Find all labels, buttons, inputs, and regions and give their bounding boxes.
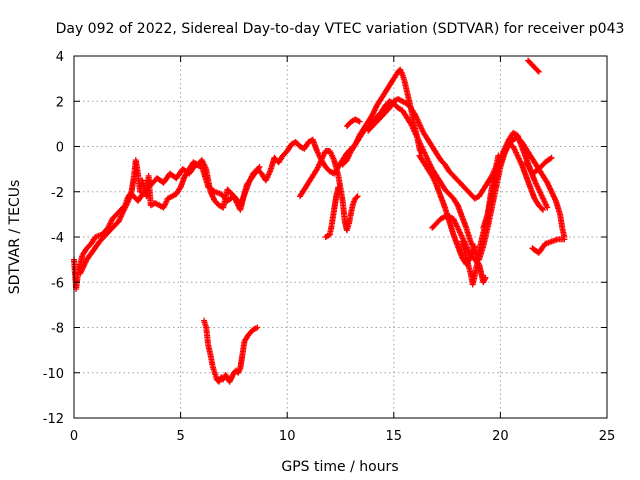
grid-lines [74, 56, 607, 418]
x-tick-label: 25 [599, 429, 616, 444]
plus-markers [459, 129, 551, 288]
plus-markers [416, 152, 478, 268]
plus-markers [529, 236, 568, 256]
series-track-9 [459, 129, 551, 288]
data-points [71, 57, 568, 385]
plus-markers [77, 161, 263, 277]
series-track-4 [322, 184, 342, 240]
plus-markers [480, 152, 502, 231]
series-track-2 [77, 161, 263, 277]
series-track-15 [201, 317, 261, 385]
y-tick-label: -8 [51, 322, 64, 337]
x-tick-label: 5 [176, 429, 184, 444]
series-track-12 [523, 154, 555, 177]
plus-markers [523, 154, 555, 177]
y-tick-label: -10 [43, 367, 64, 382]
y-axis-label: SDTVAR / TECUs [7, 180, 23, 295]
y-tick-label: -2 [51, 186, 64, 201]
plus-markers [201, 317, 261, 385]
x-tick-label: 0 [70, 429, 78, 444]
series-track-6 [343, 116, 363, 130]
chart-title: Day 092 of 2022, Sidereal Day-to-day VTE… [56, 21, 625, 37]
series-track-10 [416, 152, 478, 268]
plus-markers [343, 116, 363, 130]
y-tick-label: 2 [56, 95, 64, 110]
series-track-11 [480, 152, 502, 231]
y-tick-label: -12 [43, 412, 64, 427]
series-track-14 [525, 57, 542, 75]
y-tick-label: -6 [51, 276, 64, 291]
series-track-3 [297, 148, 361, 234]
series-track-13 [529, 236, 568, 256]
plus-markers [297, 148, 361, 234]
x-axis-label: GPS time / hours [281, 459, 398, 475]
y-tick-label: 0 [56, 141, 64, 156]
plus-markers [322, 184, 342, 240]
y-tick-label: -4 [51, 231, 64, 246]
plus-markers [525, 57, 542, 75]
x-tick-label: 15 [386, 429, 403, 444]
y-tick-label: 4 [56, 50, 64, 65]
x-tick-label: 10 [279, 429, 296, 444]
x-tick-label: 20 [492, 429, 509, 444]
